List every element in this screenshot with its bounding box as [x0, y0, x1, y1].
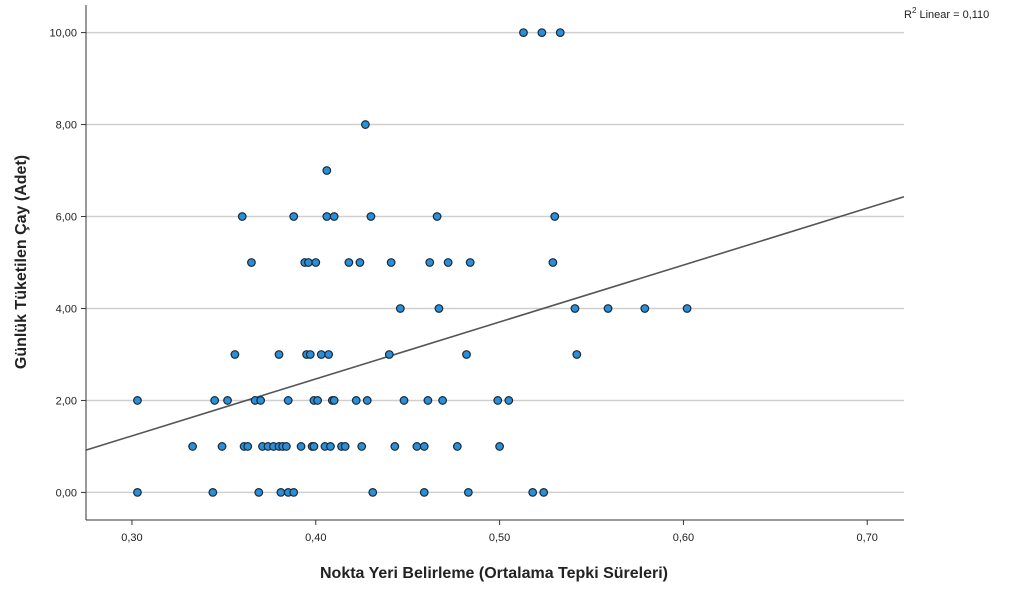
- data-point-44: [329, 212, 339, 221]
- data-points: [133, 28, 692, 497]
- data-point-74: [493, 396, 503, 405]
- fit-line: [85, 195, 905, 451]
- data-point-35: [311, 258, 321, 267]
- x-tick-label-1: 0,40: [305, 532, 326, 544]
- data-point-66: [432, 212, 442, 221]
- data-point-78: [528, 488, 538, 497]
- data-point-55: [368, 488, 378, 497]
- data-point-18: [274, 350, 284, 359]
- data-point-39: [322, 166, 332, 175]
- r2-value: Linear = 0,110: [916, 9, 989, 21]
- data-point-1: [133, 488, 142, 497]
- data-point-47: [340, 442, 350, 451]
- data-point-49: [351, 396, 361, 405]
- data-point-83: [555, 28, 565, 37]
- data-point-22: [281, 442, 291, 451]
- data-point-2: [188, 442, 198, 451]
- data-point-4: [210, 396, 220, 405]
- data-point-77: [519, 28, 528, 37]
- data-point-33: [309, 442, 319, 451]
- data-point-36: [313, 396, 323, 405]
- data-point-40: [322, 212, 332, 221]
- data-point-73: [465, 258, 475, 267]
- data-point-13: [254, 488, 264, 497]
- fit-line-group: [85, 195, 905, 451]
- data-point-37: [316, 350, 326, 359]
- y-tick-label-4: 8,00: [56, 120, 77, 132]
- data-point-8: [237, 212, 247, 221]
- r2-superscript: 2: [912, 6, 917, 15]
- y-axis-title: Günlük Tüketilen Çay (Adet): [13, 155, 30, 369]
- data-point-80: [539, 488, 549, 497]
- data-point-87: [640, 304, 650, 313]
- grid-lines: [86, 31, 904, 494]
- data-point-57: [386, 258, 396, 267]
- data-point-50: [355, 258, 365, 267]
- data-point-14: [256, 396, 266, 405]
- data-point-25: [289, 212, 299, 221]
- data-point-70: [452, 442, 462, 451]
- y-tick-label-2: 4,00: [56, 303, 77, 315]
- data-point-82: [550, 212, 560, 221]
- data-point-20: [276, 488, 286, 497]
- data-point-11: [247, 258, 256, 267]
- data-point-59: [395, 304, 405, 313]
- data-point-64: [423, 396, 433, 405]
- y-tick-label-3: 6,00: [56, 212, 77, 224]
- data-point-86: [603, 304, 613, 313]
- data-point-69: [443, 258, 453, 267]
- data-point-41: [324, 350, 334, 359]
- data-point-48: [344, 258, 354, 267]
- data-point-7: [230, 350, 240, 359]
- data-point-81: [548, 258, 558, 267]
- data-point-65: [425, 258, 435, 267]
- data-point-5: [217, 442, 227, 451]
- r2-linear-label: R2 Linear = 0,110: [904, 6, 989, 21]
- data-point-53: [362, 396, 372, 405]
- data-point-76: [504, 396, 514, 405]
- y-tick-label-0: 0,00: [56, 487, 77, 499]
- data-point-27: [296, 442, 306, 451]
- data-point-23: [283, 396, 293, 405]
- x-tick-label-3: 0,60: [673, 532, 694, 544]
- data-point-75: [495, 442, 504, 451]
- data-point-26: [289, 488, 299, 497]
- y-tick-label-5: 10,00: [49, 28, 77, 40]
- data-point-10: [243, 442, 253, 451]
- data-point-31: [305, 350, 315, 359]
- x-axis-title: Nokta Yeri Belirleme (Ortalama Tepki Sür…: [320, 565, 668, 582]
- data-point-71: [462, 350, 471, 359]
- data-point-63: [419, 442, 429, 451]
- x-tick-label-4: 0,70: [857, 532, 878, 544]
- data-point-79: [537, 28, 547, 37]
- data-point-3: [208, 488, 218, 497]
- data-point-60: [399, 396, 409, 405]
- data-point-88: [682, 304, 692, 313]
- data-point-56: [384, 350, 394, 359]
- data-point-85: [572, 350, 582, 359]
- data-point-6: [223, 396, 232, 405]
- r2-prefix: R: [904, 9, 912, 21]
- data-point-30: [304, 258, 313, 267]
- data-point-54: [366, 212, 376, 221]
- data-point-42: [326, 442, 335, 451]
- data-point-61: [412, 442, 422, 451]
- data-point-58: [390, 442, 400, 451]
- data-point-84: [570, 304, 580, 313]
- y-tick-label-1: 2,00: [56, 395, 77, 407]
- data-point-51: [357, 442, 367, 451]
- data-point-62: [419, 488, 429, 497]
- axes: [81, 5, 904, 525]
- x-tick-labels: 0,30 0,40 0,50 0,60 0,70: [121, 532, 878, 544]
- data-point-52: [361, 120, 370, 129]
- data-point-72: [463, 488, 473, 497]
- data-point-45: [329, 396, 339, 405]
- data-point-0: [133, 396, 142, 405]
- x-tick-label-2: 0,50: [489, 532, 510, 544]
- data-point-68: [438, 396, 448, 405]
- data-point-67: [434, 304, 444, 313]
- x-tick-label-0: 0,30: [121, 532, 142, 544]
- y-tick-labels: 0,00 2,00 4,00 6,00 8,00 10,00: [49, 28, 77, 500]
